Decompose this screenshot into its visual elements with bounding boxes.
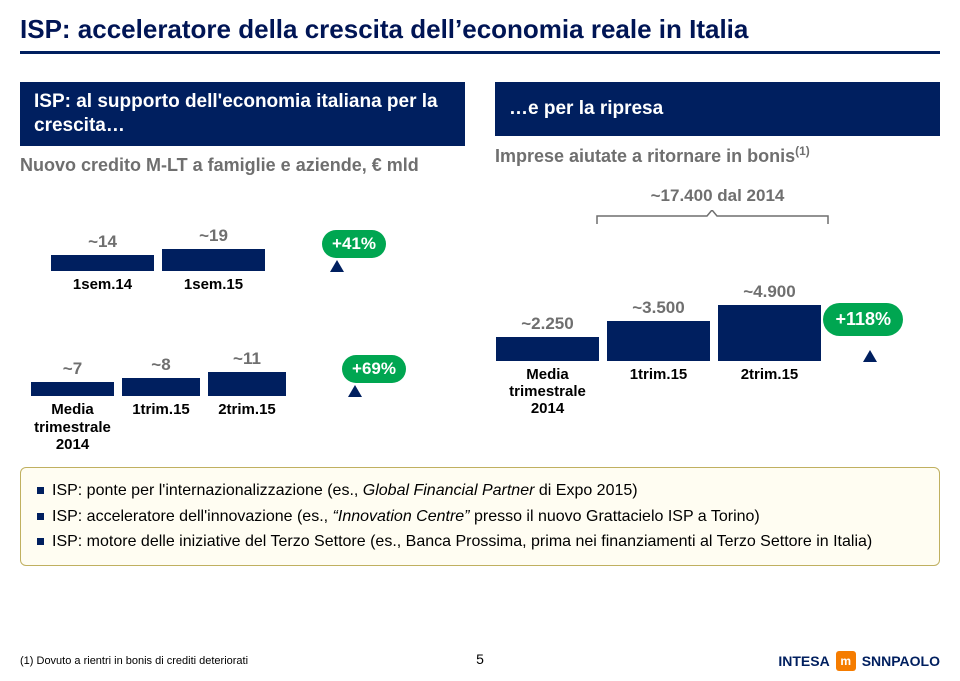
badge-bottom: +69%: [342, 355, 406, 383]
bar: [207, 371, 287, 397]
triangle-marker-icon: [863, 350, 877, 362]
footnote: (1) Dovuto a rientri in bonis di crediti…: [20, 655, 248, 667]
bar-label: ~19: [199, 226, 228, 246]
bar: [495, 336, 600, 362]
bar-group: ~7: [30, 317, 115, 397]
left-column: ISP: al supporto dell'economia italiana …: [20, 82, 465, 453]
bar: [30, 381, 115, 397]
bullet-pre: ISP: motore delle iniziative del Terzo S…: [52, 533, 872, 550]
bullet-pre: ISP: acceleratore dell'innovazione (es.,: [52, 508, 333, 525]
bar-group: ~2.250: [495, 232, 600, 362]
right-column: …e per la ripresa Imprese aiutate a rito…: [495, 82, 940, 453]
x-axis-top: 1sem.14 1sem.15: [50, 276, 370, 293]
right-subhead-sup: (1): [795, 144, 810, 158]
bullet-row: ISP: acceleratore dell'innovazione (es.,…: [37, 504, 923, 530]
bracket-icon: [595, 210, 830, 226]
x-axis-right: Media trimestrale 2014 1trim.15 2trim.15: [495, 366, 875, 418]
bullet-text: ISP: ponte per l'internazionalizzazione …: [52, 480, 638, 502]
bar-label: ~4.900: [743, 282, 795, 302]
bar: [717, 304, 822, 362]
bar: [121, 377, 201, 397]
right-chart-wrap: ~2.250 ~3.500 ~4.900 +118% Media trimest…: [495, 232, 940, 418]
x-tick: Media trimestrale 2014: [495, 366, 600, 418]
bullet-post: presso il nuovo Grattacielo ISP a Torino…: [470, 508, 760, 525]
logo-mark-icon: m: [836, 651, 856, 671]
right-subhead-text: Imprese aiutate a ritornare in bonis: [495, 146, 795, 166]
bar-group: ~4.900: [717, 232, 822, 362]
bullet-text: ISP: acceleratore dell'innovazione (es.,…: [52, 506, 760, 528]
bullet-text: ISP: motore delle iniziative del Terzo S…: [52, 531, 872, 553]
bar: [161, 248, 266, 272]
bar-group: ~14: [50, 194, 155, 272]
bar-label: ~14: [88, 232, 117, 252]
bullet-row: ISP: ponte per l'internazionalizzazione …: [37, 478, 923, 504]
bar-label: ~3.500: [632, 298, 684, 318]
bullet-row: ISP: motore delle iniziative del Terzo S…: [37, 529, 923, 555]
logo-text-a: INTESA: [778, 653, 829, 669]
x-tick: 1trim.15: [606, 366, 711, 418]
bar-label: ~11: [233, 349, 261, 369]
right-chart: ~2.250 ~3.500 ~4.900 +118%: [495, 232, 875, 362]
bar-label: ~7: [63, 359, 82, 379]
bullet-em: Global Financial Partner: [363, 482, 535, 499]
page-title: ISP: acceleratore della crescita dell’ec…: [0, 0, 960, 51]
triangle-marker-icon: [330, 260, 344, 272]
x-tick: 2trim.15: [717, 366, 822, 418]
badge-top: +41%: [322, 230, 386, 258]
bullet-square-icon: [37, 487, 44, 494]
bar-group: ~19: [161, 194, 266, 272]
triangle-marker-icon: [348, 385, 362, 397]
bracket-wrap: ~17.400 dal 2014: [495, 186, 940, 230]
right-banner: …e per la ripresa: [495, 82, 940, 136]
right-subhead: Imprese aiutate a ritornare in bonis(1): [495, 144, 940, 168]
left-top-chart: ~14 ~19 +41%: [50, 194, 370, 272]
left-subhead: Nuovo credito M-LT a famiglie e aziende,…: [20, 154, 465, 177]
x-axis-bottom: Media trimestrale 2014 1trim.15 2trim.15: [30, 401, 370, 453]
left-bottom-chart: ~7 ~8 ~11 +69%: [30, 317, 370, 397]
page-number: 5: [476, 651, 484, 667]
bullet-square-icon: [37, 538, 44, 545]
bar: [50, 254, 155, 272]
left-top-chart-wrap: ~14 ~19 +41% 1sem.14 1sem.15: [20, 194, 465, 293]
x-tick: 2trim.15: [207, 401, 287, 453]
x-tick: 1sem.14: [50, 276, 155, 293]
bar-group: ~8: [121, 317, 201, 397]
x-tick: 1trim.15: [121, 401, 201, 453]
bar-group: ~3.500: [606, 232, 711, 362]
bar-label: ~2.250: [521, 314, 573, 334]
bar-label: ~8: [151, 355, 170, 375]
left-banner: ISP: al supporto dell'economia italiana …: [20, 82, 465, 146]
brand-logo: INTESA m SNNPAOLO: [778, 651, 940, 671]
x-tick: 1sem.15: [161, 276, 266, 293]
badge-right: +118%: [823, 303, 903, 336]
bracket-text: ~17.400 dal 2014: [495, 186, 940, 206]
bullet-post: di Expo 2015): [534, 482, 637, 499]
bullet-em: “Innovation Centre”: [333, 508, 470, 525]
x-tick: Media trimestrale 2014: [30, 401, 115, 453]
logo-text-b: SNNPAOLO: [862, 653, 940, 669]
bullet-square-icon: [37, 513, 44, 520]
bullet-pre: ISP: ponte per l'internazionalizzazione …: [52, 482, 363, 499]
content-columns: ISP: al supporto dell'economia italiana …: [0, 54, 960, 453]
left-bottom-chart-wrap: ~7 ~8 ~11 +69% Media trimestrale 2014 1t…: [20, 317, 465, 453]
callout-box: ISP: ponte per l'internazionalizzazione …: [20, 467, 940, 566]
bar-group: ~11: [207, 317, 287, 397]
bar: [606, 320, 711, 362]
